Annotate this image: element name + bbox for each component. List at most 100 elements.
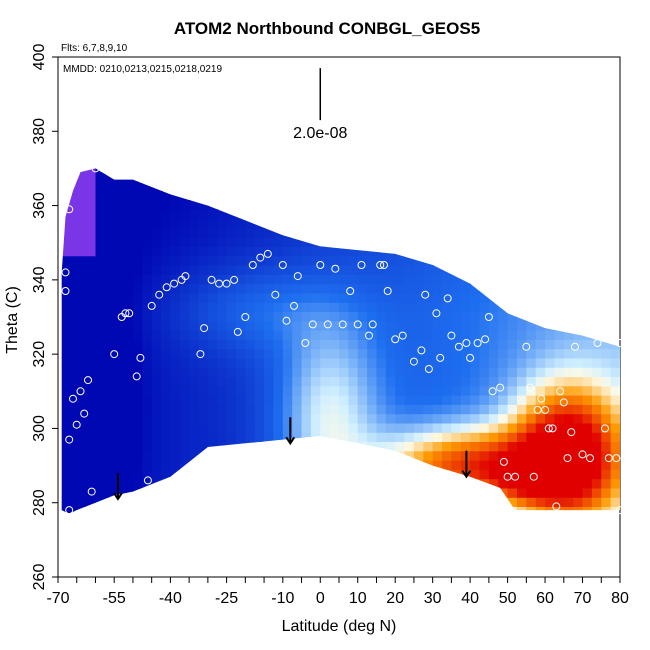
field-cell [442, 172, 452, 182]
field-cell [76, 376, 87, 387]
field-cell [376, 404, 387, 415]
field-cell [170, 181, 181, 192]
field-cell [226, 413, 237, 424]
field-cell [198, 181, 209, 192]
field-cell [329, 487, 340, 498]
sample-point [496, 383, 505, 392]
field-cell [480, 516, 490, 526]
field-cell [367, 227, 378, 238]
field-cell [498, 497, 509, 507]
field-cell [189, 168, 200, 173]
sample-point [316, 261, 325, 269]
field-cell [545, 404, 556, 415]
field-cell [320, 154, 330, 164]
field-cell [207, 292, 218, 303]
field-cell [582, 441, 593, 452]
field-cell [498, 237, 509, 247]
field-cell [123, 339, 134, 350]
field-cell [423, 274, 434, 285]
field-cell [329, 274, 340, 285]
field-cell [236, 218, 246, 229]
field-cell [273, 218, 284, 229]
field-cell [67, 330, 78, 340]
field-cell [132, 168, 143, 173]
field-cell [423, 283, 434, 294]
field-cell [161, 460, 171, 470]
field-cell [236, 441, 246, 452]
field-cell [460, 339, 471, 350]
field-cell [423, 209, 434, 220]
field-cell [535, 302, 546, 312]
field-cell [423, 237, 434, 247]
field-cell [170, 385, 181, 396]
field-cell [591, 506, 602, 514]
field-cell [470, 487, 481, 498]
field-cell [460, 274, 471, 285]
field-cell [292, 404, 303, 415]
field-cell [610, 302, 620, 312]
field-cell [470, 339, 481, 350]
field-cell [226, 441, 237, 452]
field-cell [545, 339, 556, 350]
field-cell [413, 413, 424, 424]
field-cell [104, 357, 115, 368]
field-cell [292, 367, 303, 377]
field-cell [357, 255, 368, 266]
field-cell [170, 487, 181, 498]
field-cell [573, 190, 584, 201]
field-cell [179, 469, 190, 480]
field-cell [413, 302, 424, 312]
field-cell [339, 274, 349, 285]
field-cell [395, 487, 406, 498]
field-cell [582, 246, 593, 257]
field-cell [582, 469, 593, 480]
field-cell [217, 246, 228, 257]
field-cell [442, 404, 452, 415]
field-cell [114, 330, 125, 340]
field-cell [207, 274, 218, 285]
field-cell [376, 395, 387, 405]
field-cell [189, 181, 200, 192]
field-cell [470, 497, 481, 507]
field-cell [573, 497, 584, 507]
field-cell [236, 422, 246, 433]
field-cell [442, 200, 452, 210]
field-cell [460, 200, 471, 210]
field-cell [367, 376, 378, 387]
field-cell [132, 478, 143, 489]
field-cell [226, 367, 237, 377]
field-cell [526, 168, 537, 173]
sample-point [563, 454, 572, 463]
field-cell [151, 506, 162, 514]
field-cell [507, 506, 518, 514]
field-cell [273, 404, 284, 415]
field-cell [526, 357, 537, 368]
field-cell [357, 265, 368, 275]
field-cell [189, 265, 200, 275]
field-cell [198, 413, 209, 424]
field-cell [404, 385, 415, 396]
field-cell [517, 385, 527, 396]
field-cell [273, 274, 284, 285]
field-cell [554, 413, 565, 424]
field-cell [413, 181, 424, 192]
field-cell [236, 227, 246, 238]
field-cell [498, 413, 509, 424]
field-cell [432, 395, 443, 405]
arrow-head [285, 436, 296, 446]
field-cell [339, 181, 349, 192]
field-cell [423, 385, 434, 396]
field-cell [432, 450, 443, 461]
field-cell [432, 209, 443, 220]
field-cell [545, 172, 556, 182]
field-cell [320, 265, 331, 275]
field-cell [179, 422, 190, 433]
field-cell [582, 460, 593, 470]
field-cell [601, 311, 612, 322]
field-cell [207, 357, 218, 368]
field-cell [245, 218, 256, 229]
field-cell [339, 348, 349, 359]
field-cell [367, 168, 378, 173]
field-cell [601, 255, 612, 266]
field-cell [413, 487, 424, 498]
